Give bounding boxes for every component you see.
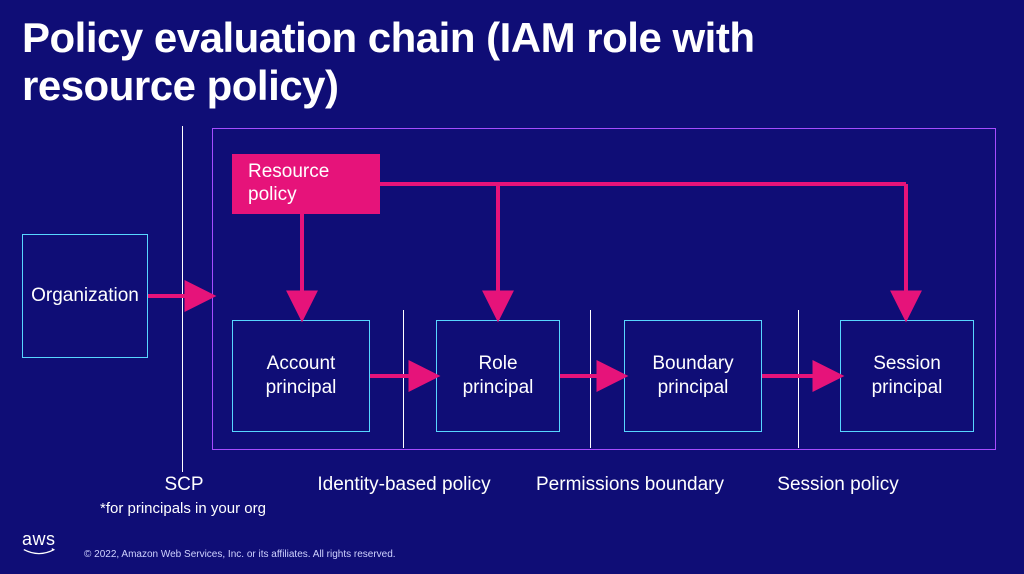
aws-logo: aws — [22, 529, 56, 556]
node-label: Organization — [31, 284, 139, 308]
divider-permissions — [590, 310, 591, 448]
aws-logo-text: aws — [22, 529, 56, 549]
label-scp: SCP — [162, 474, 206, 496]
label-session-policy: Session policy — [768, 474, 908, 496]
node-label: Account principal — [239, 352, 363, 400]
aws-smile-icon — [22, 548, 56, 556]
footnote-scp: *for principals in your org — [100, 500, 266, 517]
node-role-principal: Role principal — [436, 320, 560, 432]
node-session-principal: Session principal — [840, 320, 974, 432]
label-identity-based-policy: Identity-based policy — [294, 474, 514, 496]
divider-session — [798, 310, 799, 448]
node-boundary-principal: Boundary principal — [624, 320, 762, 432]
divider-scp — [182, 126, 183, 472]
page-title: Policy evaluation chain (IAM role with r… — [22, 14, 782, 111]
node-label: Resource policy — [248, 161, 364, 207]
label-permissions-boundary: Permissions boundary — [520, 474, 740, 496]
node-account-principal: Account principal — [232, 320, 370, 432]
node-resource-policy: Resource policy — [232, 154, 380, 214]
node-label: Session principal — [847, 352, 967, 400]
node-label: Role principal — [443, 352, 553, 400]
copyright-text: © 2022, Amazon Web Services, Inc. or its… — [84, 549, 396, 560]
node-label: Boundary principal — [631, 352, 755, 400]
divider-identity — [403, 310, 404, 448]
node-organization: Organization — [22, 234, 148, 358]
